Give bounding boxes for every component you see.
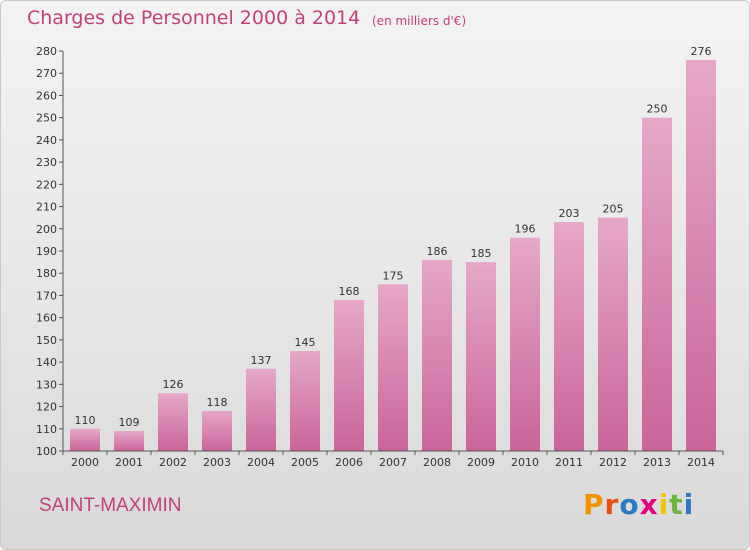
x-tick-label: 2003 xyxy=(203,456,231,469)
y-tick-label: 120 xyxy=(36,401,57,414)
x-tick-label: 2005 xyxy=(291,456,319,469)
bar-value-label: 196 xyxy=(515,223,536,236)
bar-value-label: 126 xyxy=(163,378,184,391)
bar-value-label: 145 xyxy=(295,336,316,349)
bar xyxy=(378,284,408,451)
bar-value-label: 250 xyxy=(647,103,668,116)
y-tick-label: 100 xyxy=(36,445,57,458)
y-tick-label: 180 xyxy=(36,267,57,280)
bar-value-label: 276 xyxy=(691,45,712,58)
y-tick-label: 210 xyxy=(36,201,57,214)
bar-value-label: 118 xyxy=(207,396,228,409)
x-tick-label: 2006 xyxy=(335,456,363,469)
bar xyxy=(598,217,628,451)
bar-value-label: 205 xyxy=(603,203,624,216)
chart-title: Charges de Personnel 2000 à 2014 xyxy=(27,7,361,29)
bar-value-label: 110 xyxy=(75,414,96,427)
bar xyxy=(642,117,672,452)
x-tick-label: 2013 xyxy=(643,456,671,469)
y-tick-label: 140 xyxy=(36,356,57,369)
bar-value-label: 137 xyxy=(251,354,272,367)
bar xyxy=(686,59,716,452)
bar xyxy=(290,351,320,451)
brand-logo: Proxiti xyxy=(583,488,694,521)
bar xyxy=(466,262,496,451)
x-tick-label: 2014 xyxy=(687,456,715,469)
bar-value-label: 168 xyxy=(339,285,360,298)
chart-unit-label: (en milliers d'€) xyxy=(372,14,467,28)
brand-logo-letter: o xyxy=(619,488,640,521)
bar-value-label: 175 xyxy=(383,269,404,282)
bar xyxy=(422,259,452,451)
bar-value-label: 186 xyxy=(427,245,448,258)
x-tick-label: 2007 xyxy=(379,456,407,469)
y-tick-label: 220 xyxy=(36,178,57,191)
y-tick-label: 270 xyxy=(36,67,57,80)
x-tick-label: 2004 xyxy=(247,456,275,469)
x-tick-label: 2009 xyxy=(467,456,495,469)
x-tick-label: 2010 xyxy=(511,456,539,469)
y-tick-label: 260 xyxy=(36,89,57,102)
x-tick-label: 2008 xyxy=(423,456,451,469)
bar xyxy=(202,411,232,451)
y-tick-label: 150 xyxy=(36,334,57,347)
x-tick-label: 2002 xyxy=(159,456,187,469)
bar xyxy=(510,237,540,451)
location-name: SAINT-MAXIMIN xyxy=(39,495,182,516)
y-tick-label: 280 xyxy=(36,45,57,58)
bar-value-label: 109 xyxy=(119,416,140,429)
brand-logo-letter: P xyxy=(583,488,605,521)
y-tick-label: 170 xyxy=(36,289,57,302)
bar xyxy=(158,393,188,451)
y-tick-label: 200 xyxy=(36,223,57,236)
brand-logo-letter: i xyxy=(658,488,670,521)
y-tick-label: 240 xyxy=(36,134,57,147)
x-tick-label: 2011 xyxy=(555,456,583,469)
bar xyxy=(70,428,100,451)
x-tick-label: 2000 xyxy=(71,456,99,469)
bar-value-label: 185 xyxy=(471,247,492,260)
y-tick-label: 190 xyxy=(36,245,57,258)
y-tick-label: 230 xyxy=(36,156,57,169)
brand-logo-letter: i xyxy=(683,488,695,521)
bar xyxy=(334,299,364,451)
x-tick-label: 2001 xyxy=(115,456,143,469)
y-tick-label: 110 xyxy=(36,423,57,436)
y-tick-label: 160 xyxy=(36,312,57,325)
brand-logo-letter: t xyxy=(669,488,684,521)
bar xyxy=(114,431,144,451)
bar xyxy=(246,368,276,451)
y-tick-label: 250 xyxy=(36,112,57,125)
y-tick-label: 130 xyxy=(36,378,57,391)
x-tick-label: 2012 xyxy=(599,456,627,469)
bar-value-label: 203 xyxy=(559,207,580,220)
brand-logo-letter: x xyxy=(639,488,659,521)
bar xyxy=(554,222,584,451)
brand-logo-letter: r xyxy=(604,488,620,521)
